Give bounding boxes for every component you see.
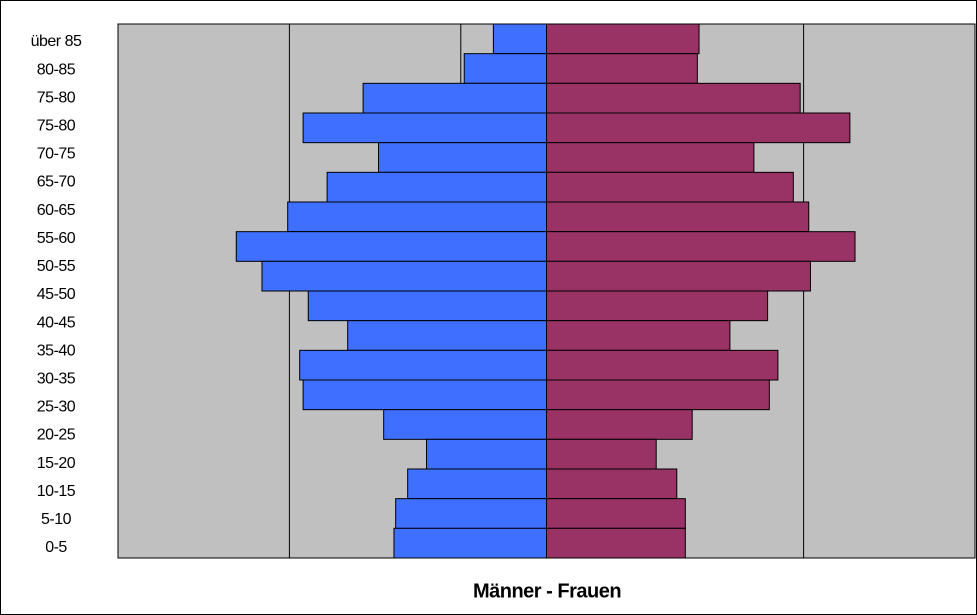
bar xyxy=(302,379,547,411)
bar xyxy=(261,260,547,292)
bar xyxy=(395,498,547,529)
bar xyxy=(546,201,810,233)
bar xyxy=(546,112,851,144)
bar xyxy=(393,527,548,559)
y-tick-label: 30-35 xyxy=(37,370,76,387)
bar xyxy=(546,23,700,55)
bar xyxy=(378,142,548,173)
y-tick-label: 80-85 xyxy=(37,61,76,78)
y-tick-label: 60-65 xyxy=(37,202,76,219)
bar xyxy=(287,201,547,233)
bar xyxy=(302,112,547,144)
bar xyxy=(546,498,686,529)
y-tick-label: 40-45 xyxy=(37,314,76,331)
y-tick-label: 75-80 xyxy=(37,89,76,106)
y-tick-label: 5-10 xyxy=(41,511,72,528)
bar xyxy=(546,409,693,440)
y-tick-label: 75-80 xyxy=(37,118,76,135)
bar xyxy=(546,142,755,173)
y-tick-label: 55-60 xyxy=(37,230,76,247)
bar xyxy=(235,231,548,262)
bar xyxy=(546,438,657,470)
bar xyxy=(383,409,548,440)
y-tick-label: 35-40 xyxy=(37,342,76,359)
bar xyxy=(546,53,698,84)
bar xyxy=(546,468,678,500)
y-tick-label: 45-50 xyxy=(37,286,76,303)
bar xyxy=(326,171,547,203)
y-tick-label: 25-30 xyxy=(37,399,76,416)
bar xyxy=(546,260,811,292)
bar xyxy=(546,171,794,203)
y-tick-label: 65-70 xyxy=(37,174,76,191)
y-tick-label: 50-55 xyxy=(37,258,76,275)
bar xyxy=(407,468,547,500)
bar xyxy=(299,349,547,381)
bar xyxy=(307,290,547,322)
y-tick-label: 20-25 xyxy=(37,427,76,444)
y-tick-label: 70-75 xyxy=(37,146,76,163)
bar xyxy=(546,379,770,411)
bar xyxy=(463,53,547,84)
bar xyxy=(546,231,856,262)
bar xyxy=(546,82,801,114)
bar xyxy=(546,349,779,381)
y-tick-label: 0-5 xyxy=(45,539,67,556)
bar xyxy=(492,23,547,55)
bar xyxy=(362,82,547,114)
chart-title: Männer - Frauen xyxy=(473,580,621,602)
y-tick-label: 15-20 xyxy=(37,455,76,472)
bar xyxy=(347,320,547,351)
y-tick-label: 10-15 xyxy=(37,483,76,500)
bar xyxy=(426,438,547,470)
bar xyxy=(546,527,686,559)
bar xyxy=(546,320,731,351)
y-tick-label: über 85 xyxy=(31,33,82,50)
bar xyxy=(546,290,769,322)
